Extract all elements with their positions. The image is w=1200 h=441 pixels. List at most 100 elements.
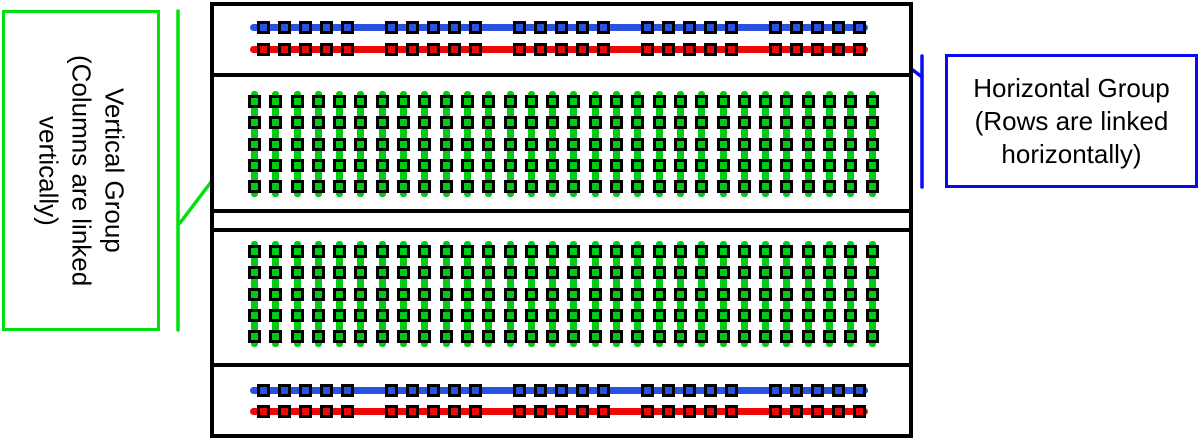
rail-pin	[704, 384, 717, 397]
terminal-pin	[503, 180, 517, 194]
terminal-pin	[567, 116, 581, 130]
rail-pin	[790, 384, 803, 397]
terminal-pin	[588, 287, 602, 301]
terminal-pin	[673, 158, 687, 172]
terminal-pin	[418, 116, 432, 130]
rail-pin	[278, 384, 291, 397]
terminal-column	[695, 241, 709, 348]
rail-pin	[576, 21, 589, 34]
terminal-pin	[695, 116, 709, 130]
terminal-column	[482, 91, 496, 198]
terminal-pin	[673, 95, 687, 108]
rail-pin	[811, 43, 824, 56]
terminal-pin	[333, 308, 347, 322]
terminal-pin	[737, 287, 751, 301]
rail-pin	[469, 405, 482, 418]
terminal-column	[759, 241, 773, 348]
terminal-column	[716, 91, 730, 198]
rail-pin	[320, 405, 333, 418]
breadboard-outline	[210, 2, 913, 438]
bottom-rail-blue-row	[250, 384, 868, 397]
terminal-pin	[759, 116, 773, 130]
rail-pin-group	[385, 384, 482, 397]
terminal-pin	[524, 116, 538, 130]
terminal-pin	[524, 180, 538, 194]
rail-pin	[555, 405, 568, 418]
terminal-pin	[354, 158, 368, 172]
terminal-pin	[737, 95, 751, 108]
rail-pin	[341, 21, 354, 34]
terminal-pin	[610, 330, 624, 344]
terminal-pin	[844, 266, 858, 280]
rail-pin	[278, 21, 291, 34]
terminal-column	[737, 91, 751, 198]
terminal-pin	[610, 266, 624, 280]
rail-pin	[769, 384, 782, 397]
terminal-column	[311, 241, 325, 348]
terminal-pin	[801, 95, 815, 108]
rail-pin	[641, 384, 654, 397]
rail-pin	[790, 405, 803, 418]
terminal-pin	[503, 245, 517, 258]
terminal-pin	[418, 245, 432, 258]
terminal-pin	[248, 116, 261, 130]
terminal-pin	[248, 137, 261, 151]
terminal-pin	[524, 245, 538, 258]
terminal-pin	[844, 308, 858, 322]
terminal-pin	[333, 266, 347, 280]
terminal-pin	[503, 95, 517, 108]
terminal-pin	[482, 95, 496, 108]
terminal-column	[375, 241, 389, 348]
terminal-column	[290, 241, 304, 348]
terminal-pin	[567, 180, 581, 194]
terminal-pin	[823, 137, 837, 151]
terminal-column	[673, 91, 687, 198]
terminal-pin	[333, 116, 347, 130]
rail-pin	[662, 384, 675, 397]
rail-pin-group	[641, 43, 738, 56]
rail-pin	[555, 43, 568, 56]
terminal-column	[546, 241, 560, 348]
terminal-pin	[397, 308, 411, 322]
terminal-pin	[823, 245, 837, 258]
terminal-pin	[588, 308, 602, 322]
terminal-column	[631, 91, 645, 198]
terminal-pin	[567, 158, 581, 172]
terminal-pin	[780, 95, 794, 108]
terminal-column	[290, 91, 304, 198]
terminal-pin	[610, 158, 624, 172]
terminal-pin	[823, 158, 837, 172]
terminal-pin	[397, 287, 411, 301]
rail-pin	[811, 384, 824, 397]
terminal-pin	[375, 330, 389, 344]
terminal-column	[248, 241, 261, 348]
terminal-pin	[652, 158, 666, 172]
terminal-pin	[269, 287, 283, 301]
vertical-group-label-line1: Vertical Group	[99, 88, 130, 253]
rail-pin	[534, 43, 547, 56]
terminal-pin	[354, 180, 368, 194]
terminal-pin	[524, 137, 538, 151]
horizontal-group-label-line3: horizontally)	[1001, 138, 1142, 169]
terminal-pin	[823, 308, 837, 322]
terminal-pin	[737, 330, 751, 344]
terminal-pin	[248, 95, 261, 108]
terminal-pin	[460, 158, 474, 172]
rail-pin-group	[769, 405, 866, 418]
rail-pin	[534, 21, 547, 34]
terminal-pin	[780, 308, 794, 322]
terminal-pin	[673, 330, 687, 344]
terminal-pin	[503, 137, 517, 151]
terminal-pin	[354, 308, 368, 322]
terminal-pin	[375, 287, 389, 301]
terminal-pin	[311, 137, 325, 151]
terminal-pin	[567, 245, 581, 258]
terminal-pin	[865, 266, 879, 280]
terminal-pin	[354, 287, 368, 301]
terminal-pin	[333, 287, 347, 301]
terminal-pin	[546, 180, 560, 194]
terminal-column	[269, 241, 283, 348]
terminal-column	[716, 241, 730, 348]
terminal-pin	[482, 287, 496, 301]
